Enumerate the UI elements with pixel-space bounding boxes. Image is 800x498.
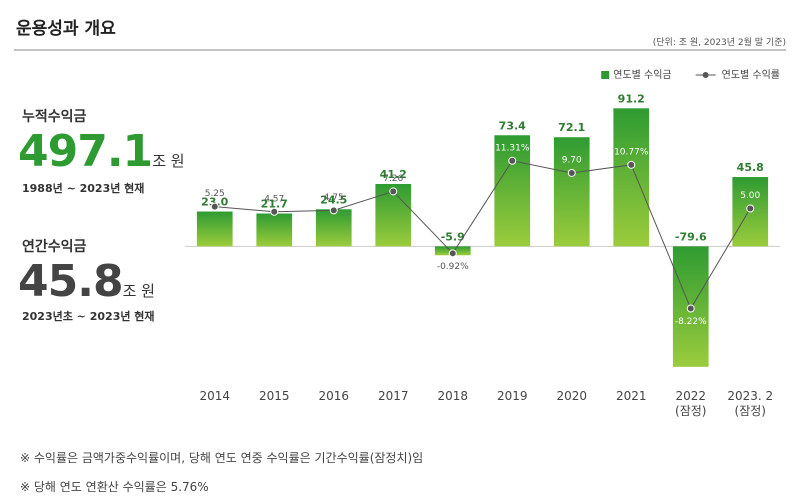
- bar: [256, 213, 293, 247]
- summary-unit: 조 원: [152, 152, 185, 170]
- footnote: ※ 당해 연도 연환산 수익률은 5.76%: [20, 480, 209, 494]
- summary-label: 누적수익금: [22, 109, 87, 125]
- bar: [553, 137, 590, 247]
- page-title: 운용성과 개요: [16, 19, 116, 39]
- rate-point: [508, 156, 517, 165]
- footnote: ※ 수익률은 금액가중수익률이며, 당해 연도 연중 수익률은 기간수익률(잠정…: [20, 451, 424, 465]
- legend-dot: [702, 72, 709, 78]
- x-tick-label: 2023. 2 (잠정): [727, 389, 774, 418]
- summary-period: 2023년초 ~ 2023년 현재: [22, 310, 155, 323]
- legend-swatch: [601, 71, 610, 79]
- rate-value-label: 4.57: [264, 194, 284, 204]
- rate-point: [567, 168, 576, 177]
- bar-value-label: 21.7: [261, 198, 288, 211]
- rate-point: [627, 160, 636, 169]
- rate-point: [270, 207, 279, 216]
- rate-line: [214, 160, 751, 310]
- bar: [196, 211, 233, 247]
- x-tick-label: 2020: [556, 389, 588, 403]
- bar-value-label: 73.4: [499, 119, 526, 132]
- rate-value-label: 5.00: [740, 191, 760, 201]
- summary-number: 45.8: [18, 256, 124, 307]
- rate-value-label: 9.70: [562, 155, 582, 165]
- summary-period: 1988년 ~ 2023년 현재: [22, 182, 145, 195]
- summary-number: 497.1: [18, 126, 153, 177]
- summary-value: 45.8조 원: [18, 256, 155, 307]
- bar-value-label: -5.9: [441, 230, 465, 243]
- legend-label: 연도별 수익금: [613, 69, 671, 81]
- x-tick-label: 2021: [615, 389, 647, 403]
- summary-unit: 조 원: [122, 282, 155, 300]
- summary-value: 497.1조 원: [18, 126, 185, 177]
- bar-value-label: 72.1: [558, 121, 585, 134]
- bar: [613, 108, 650, 247]
- x-tick-label: 2019: [496, 389, 528, 403]
- legend-label: 연도별 수익률: [722, 69, 780, 81]
- bar: [494, 135, 531, 247]
- x-tick-label: 2017: [377, 389, 409, 403]
- rate-value-label: 7.26: [383, 174, 403, 184]
- rate-point: [686, 304, 695, 313]
- x-tick-label: 2016: [318, 389, 350, 403]
- rate-point: [329, 206, 338, 215]
- x-tick-label: 2015: [258, 389, 290, 403]
- rate-value-label: 11.31%: [495, 143, 530, 153]
- rate-value-label: -8.22%: [675, 317, 707, 327]
- bar-value-label: 41.2: [380, 168, 407, 181]
- bar: [315, 209, 352, 247]
- rate-point: [389, 187, 398, 196]
- rate-point: [746, 204, 755, 213]
- unit-note: (단위: 조 원, 2023년 2월 말 기준): [652, 38, 786, 48]
- rate-value-label: 4.75: [324, 193, 344, 203]
- x-tick-label: 2022 (잠정): [675, 389, 707, 418]
- rate-value-label: -0.92%: [437, 262, 469, 272]
- rate-value-label: 5.25: [205, 189, 225, 199]
- bar-value-label: 45.8: [737, 161, 764, 174]
- x-tick-label: 2018: [437, 389, 469, 403]
- rate-point: [210, 202, 219, 211]
- summary-label: 연간수익금: [22, 239, 87, 255]
- rate-value-label: 10.77%: [614, 147, 649, 157]
- bar-value-label: 24.5: [320, 193, 347, 206]
- rate-point: [448, 249, 457, 258]
- x-tick-label: 2014: [199, 389, 231, 403]
- bar-value-label: -79.6: [675, 230, 707, 243]
- bar-value-label: 23.0: [201, 196, 228, 209]
- bar-value-label: 91.2: [618, 92, 645, 105]
